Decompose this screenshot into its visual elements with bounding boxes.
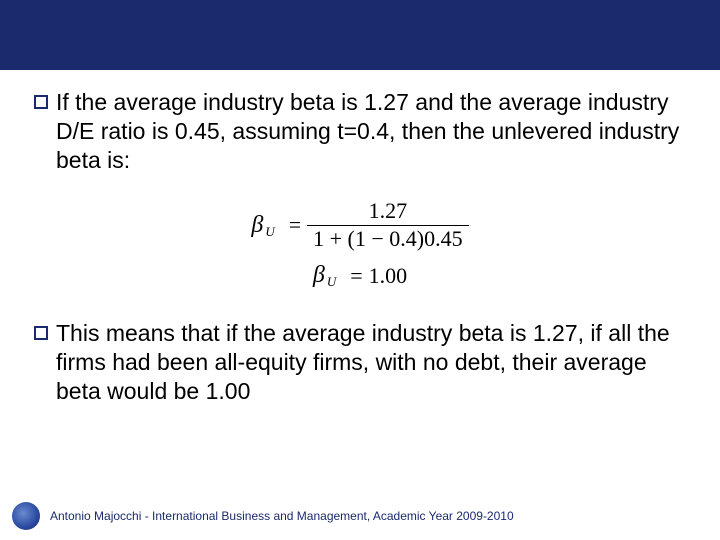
equation-line-1: β U = 1.27 1 + (1 − 0.4)0.45 xyxy=(251,198,468,252)
bullet-item: This means that if the average industry … xyxy=(34,319,686,405)
beta-subscript: U xyxy=(327,274,336,290)
bullet-item: If the average industry beta is 1.27 and… xyxy=(34,88,686,174)
slide-footer: Antonio Majocchi - International Busines… xyxy=(0,502,720,530)
equation-result: 1.00 xyxy=(369,263,408,289)
beta-subscript: U xyxy=(265,224,274,240)
equals-sign: = xyxy=(350,263,362,289)
square-bullet-icon xyxy=(34,326,48,340)
equals-sign: = xyxy=(289,212,301,238)
fraction-numerator: 1.27 xyxy=(363,198,414,224)
beta-symbol: β xyxy=(251,212,263,239)
title-band xyxy=(0,0,720,70)
fraction-denominator: 1 + (1 − 0.4)0.45 xyxy=(307,226,468,252)
slide-content: If the average industry beta is 1.27 and… xyxy=(0,70,720,405)
bullet-text: If the average industry beta is 1.27 and… xyxy=(56,88,686,174)
beta-symbol: β xyxy=(313,262,325,289)
seal-icon xyxy=(12,502,40,530)
equation-line-2: β U = 1.00 xyxy=(313,262,407,289)
bullet-text: This means that if the average industry … xyxy=(56,319,686,405)
fraction: 1.27 1 + (1 − 0.4)0.45 xyxy=(307,198,468,252)
square-bullet-icon xyxy=(34,95,48,109)
footer-text: Antonio Majocchi - International Busines… xyxy=(50,509,514,523)
equation-block: β U = 1.27 1 + (1 − 0.4)0.45 β U = 1.00 xyxy=(34,198,686,289)
